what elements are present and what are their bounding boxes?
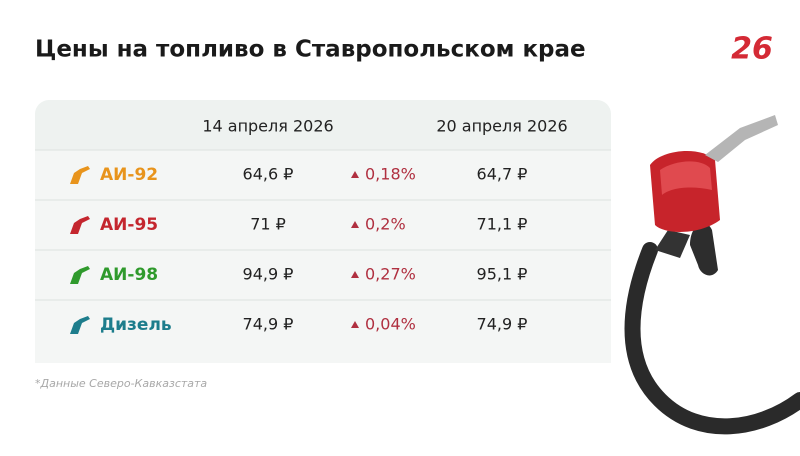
price-after: 95,1 ₽	[477, 265, 528, 284]
change: 0,04%	[365, 315, 416, 334]
table-body-corner	[35, 340, 611, 363]
footnote: *Данные Северо-Кавказстата	[35, 377, 207, 390]
price-before: 74,9 ₽	[243, 315, 294, 334]
fuel-name: Дизель	[100, 315, 172, 335]
change: 0,27%	[365, 265, 416, 284]
change: 0,2%	[365, 215, 406, 234]
price-after: 71,1 ₽	[477, 215, 528, 234]
fuel-name: АИ-95	[100, 215, 158, 235]
logo: 26	[731, 32, 773, 67]
price-before: 94,9 ₽	[243, 265, 294, 284]
fuel-name: АИ-98	[100, 265, 158, 285]
price-before: 64,6 ₽	[243, 165, 294, 184]
fuel-name: АИ-92	[100, 165, 158, 185]
change: 0,18%	[365, 165, 416, 184]
column-header: 14 апреля 2026	[202, 117, 333, 136]
column-header: 20 апреля 2026	[436, 117, 567, 136]
price-after: 74,9 ₽	[477, 315, 528, 334]
pump-illustration	[633, 115, 800, 426]
price-after: 64,7 ₽	[477, 165, 528, 184]
title: Цены на топливо в Ставропольском крае	[35, 37, 586, 63]
price-before: 71 ₽	[250, 215, 286, 234]
